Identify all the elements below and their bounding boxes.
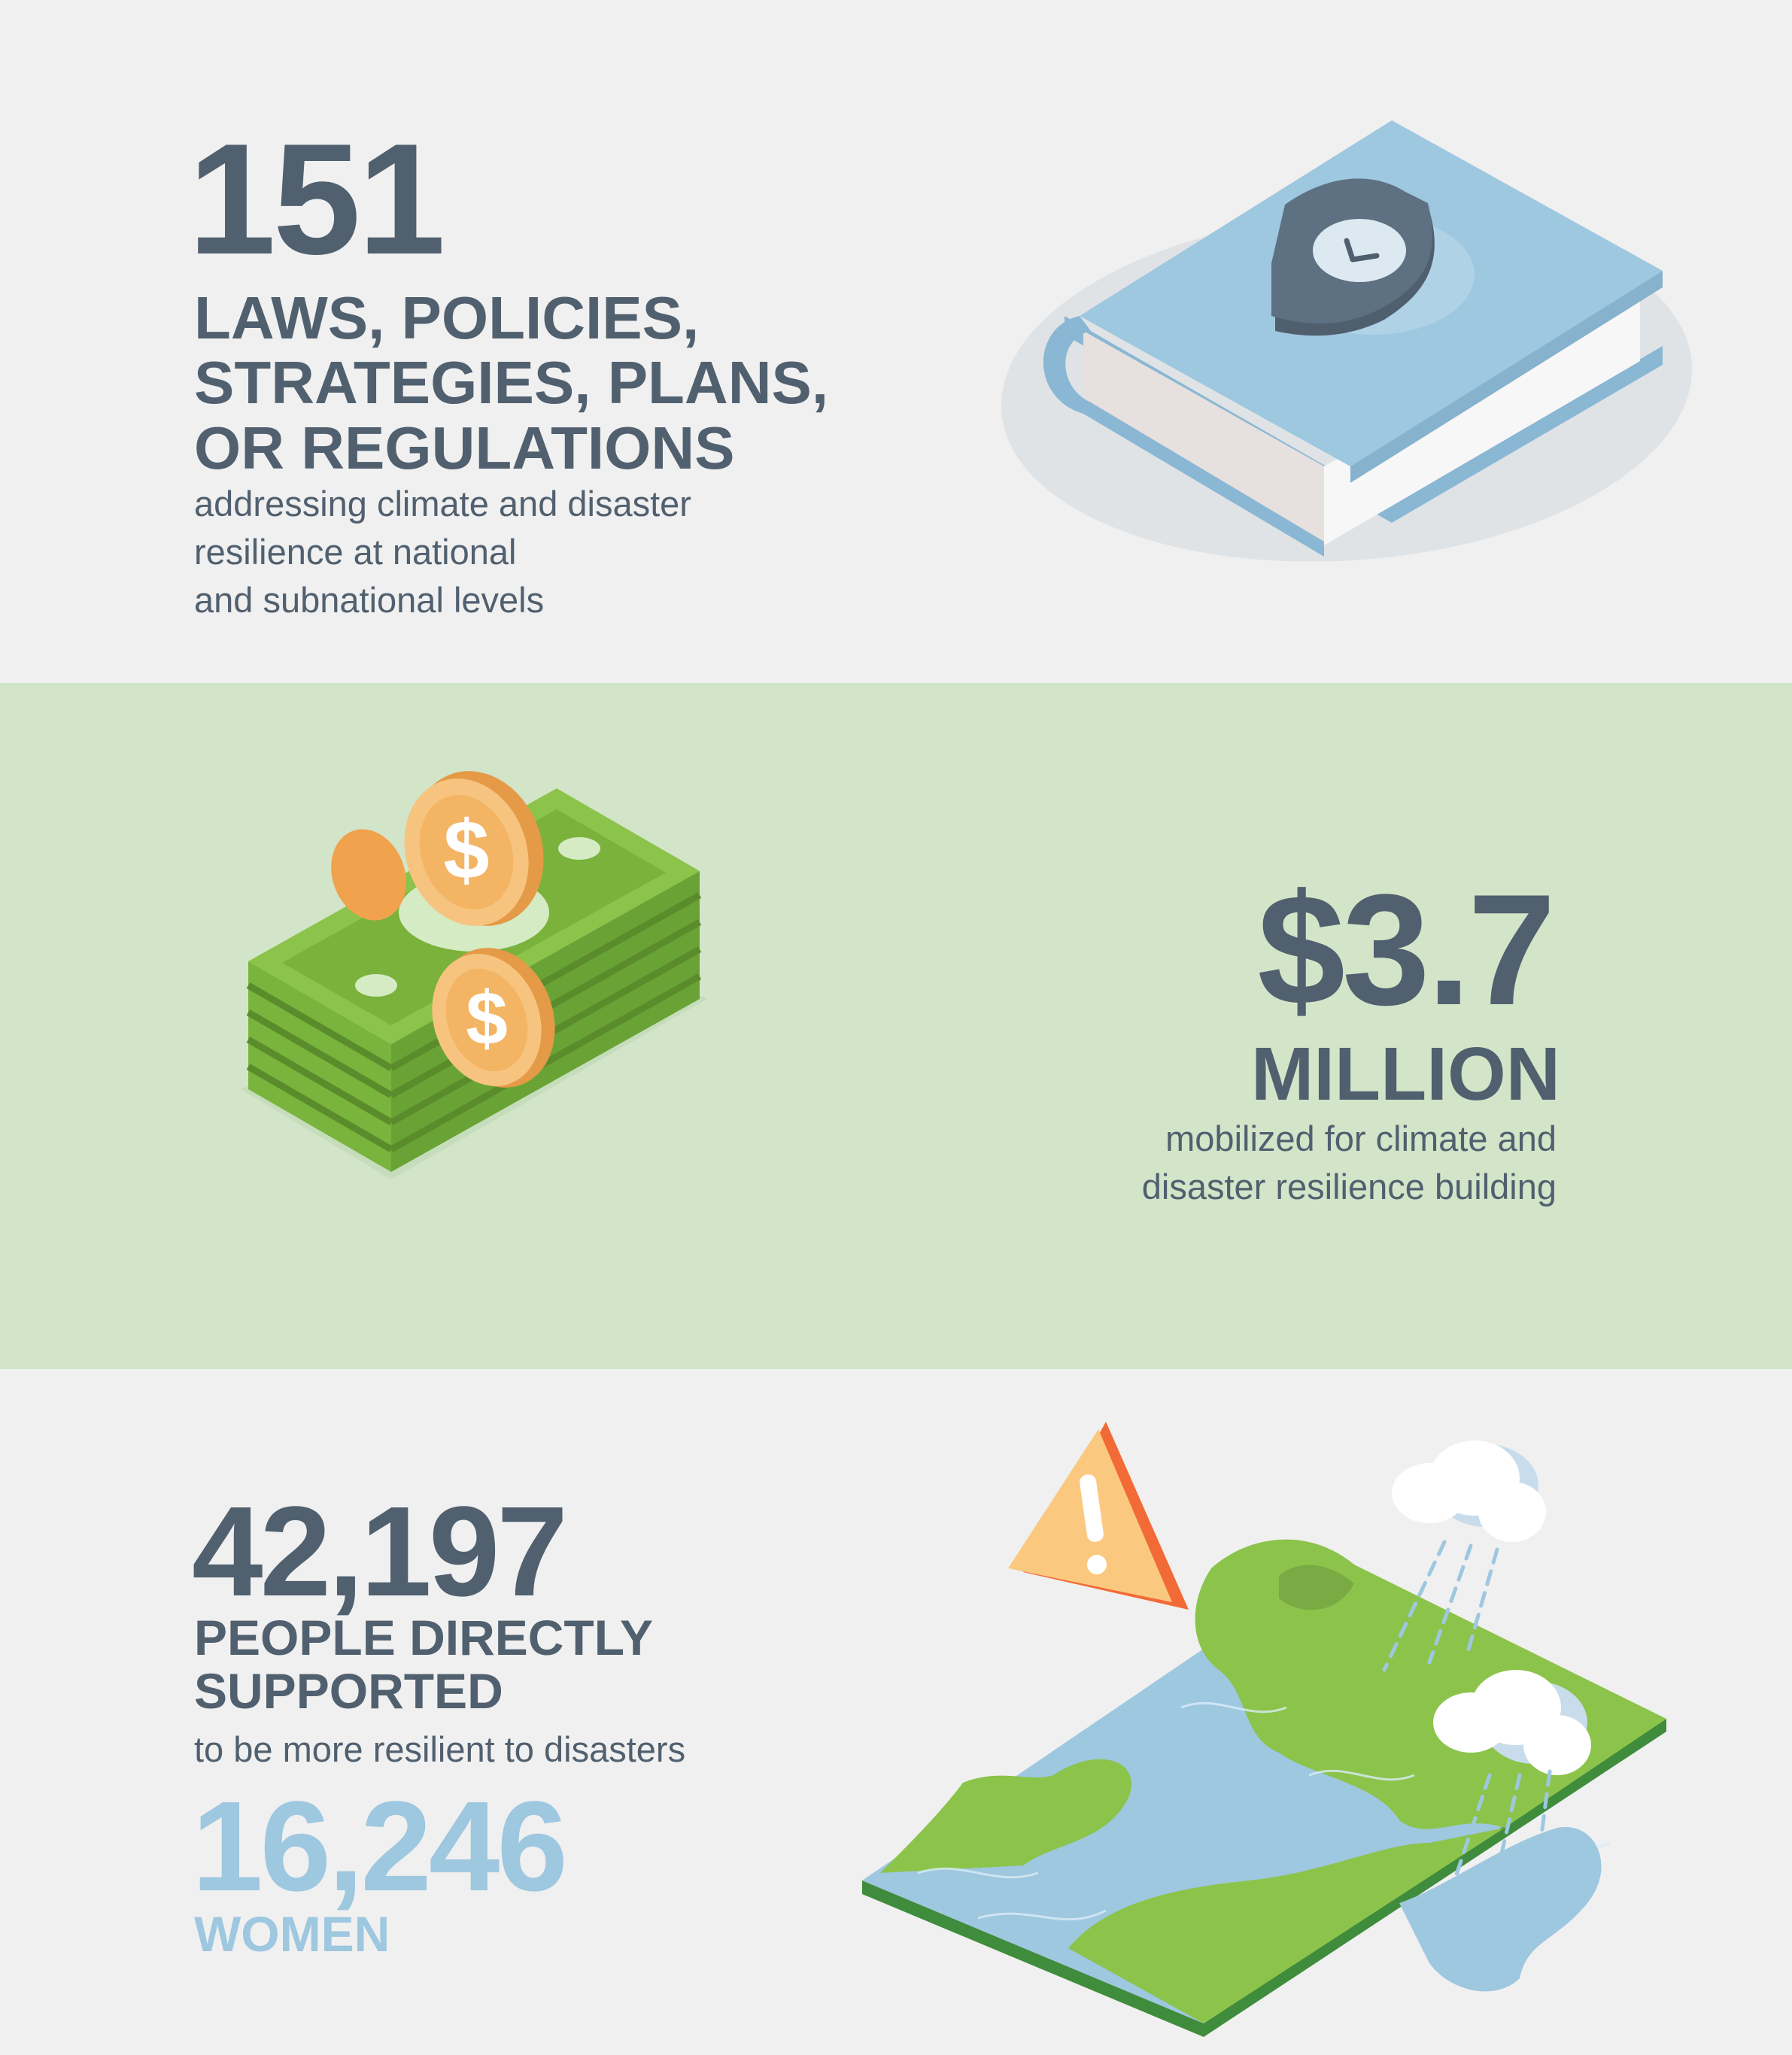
money-description: mobilized for climate and disaster resil… bbox=[1142, 1115, 1557, 1211]
people-count: 42,197 bbox=[192, 1480, 568, 1623]
disaster-map-icon bbox=[862, 1422, 1666, 2037]
svg-text:$: $ bbox=[443, 804, 489, 897]
people-heading-line-1: PEOPLE DIRECTLY bbox=[194, 1610, 654, 1665]
laws-heading: LAWS, POLICIES, STRATEGIES, PLANS, OR RE… bbox=[194, 284, 829, 481]
laws-count: 151 bbox=[188, 111, 445, 287]
women-count: 16,246 bbox=[192, 1775, 568, 1918]
money-heading: MILLION bbox=[1250, 1032, 1560, 1116]
laws-heading-line-1: LAWS, POLICIES, bbox=[194, 284, 700, 351]
money-description-line-1: mobilized for climate and bbox=[1165, 1119, 1557, 1158]
laws-section: 151 LAWS, POLICIES, STRATEGIES, PLANS, O… bbox=[0, 0, 1792, 683]
laws-heading-line-2: STRATEGIES, PLANS, bbox=[194, 349, 829, 417]
laws-heading-line-3: OR REGULATIONS bbox=[194, 414, 735, 481]
laws-description-line-1: addressing climate and disaster bbox=[194, 484, 691, 524]
people-heading-line-2: SUPPORTED bbox=[194, 1663, 503, 1720]
people-description: to be more resilient to disasters bbox=[194, 1729, 686, 1769]
people-heading: PEOPLE DIRECTLY SUPPORTED bbox=[194, 1610, 654, 1720]
laws-description-line-2: resilience at national bbox=[194, 531, 517, 572]
laws-description-line-3: and subnational levels bbox=[194, 579, 545, 620]
svg-text:$: $ bbox=[466, 976, 508, 1061]
people-section: 42,197 PEOPLE DIRECTLY SUPPORTED to be m… bbox=[0, 1369, 1792, 2055]
money-section: $3.7 MILLION mobilized for climate and d… bbox=[0, 683, 1792, 1369]
cash-coins-icon: $ $ bbox=[241, 771, 707, 1179]
money-description-line-2: disaster resilience building bbox=[1141, 1166, 1557, 1207]
women-label: WOMEN bbox=[194, 1906, 390, 1962]
money-amount: $3.7 bbox=[1257, 861, 1556, 1038]
book-shield-icon bbox=[1001, 120, 1693, 562]
laws-description: addressing climate and disaster resilien… bbox=[194, 480, 691, 624]
